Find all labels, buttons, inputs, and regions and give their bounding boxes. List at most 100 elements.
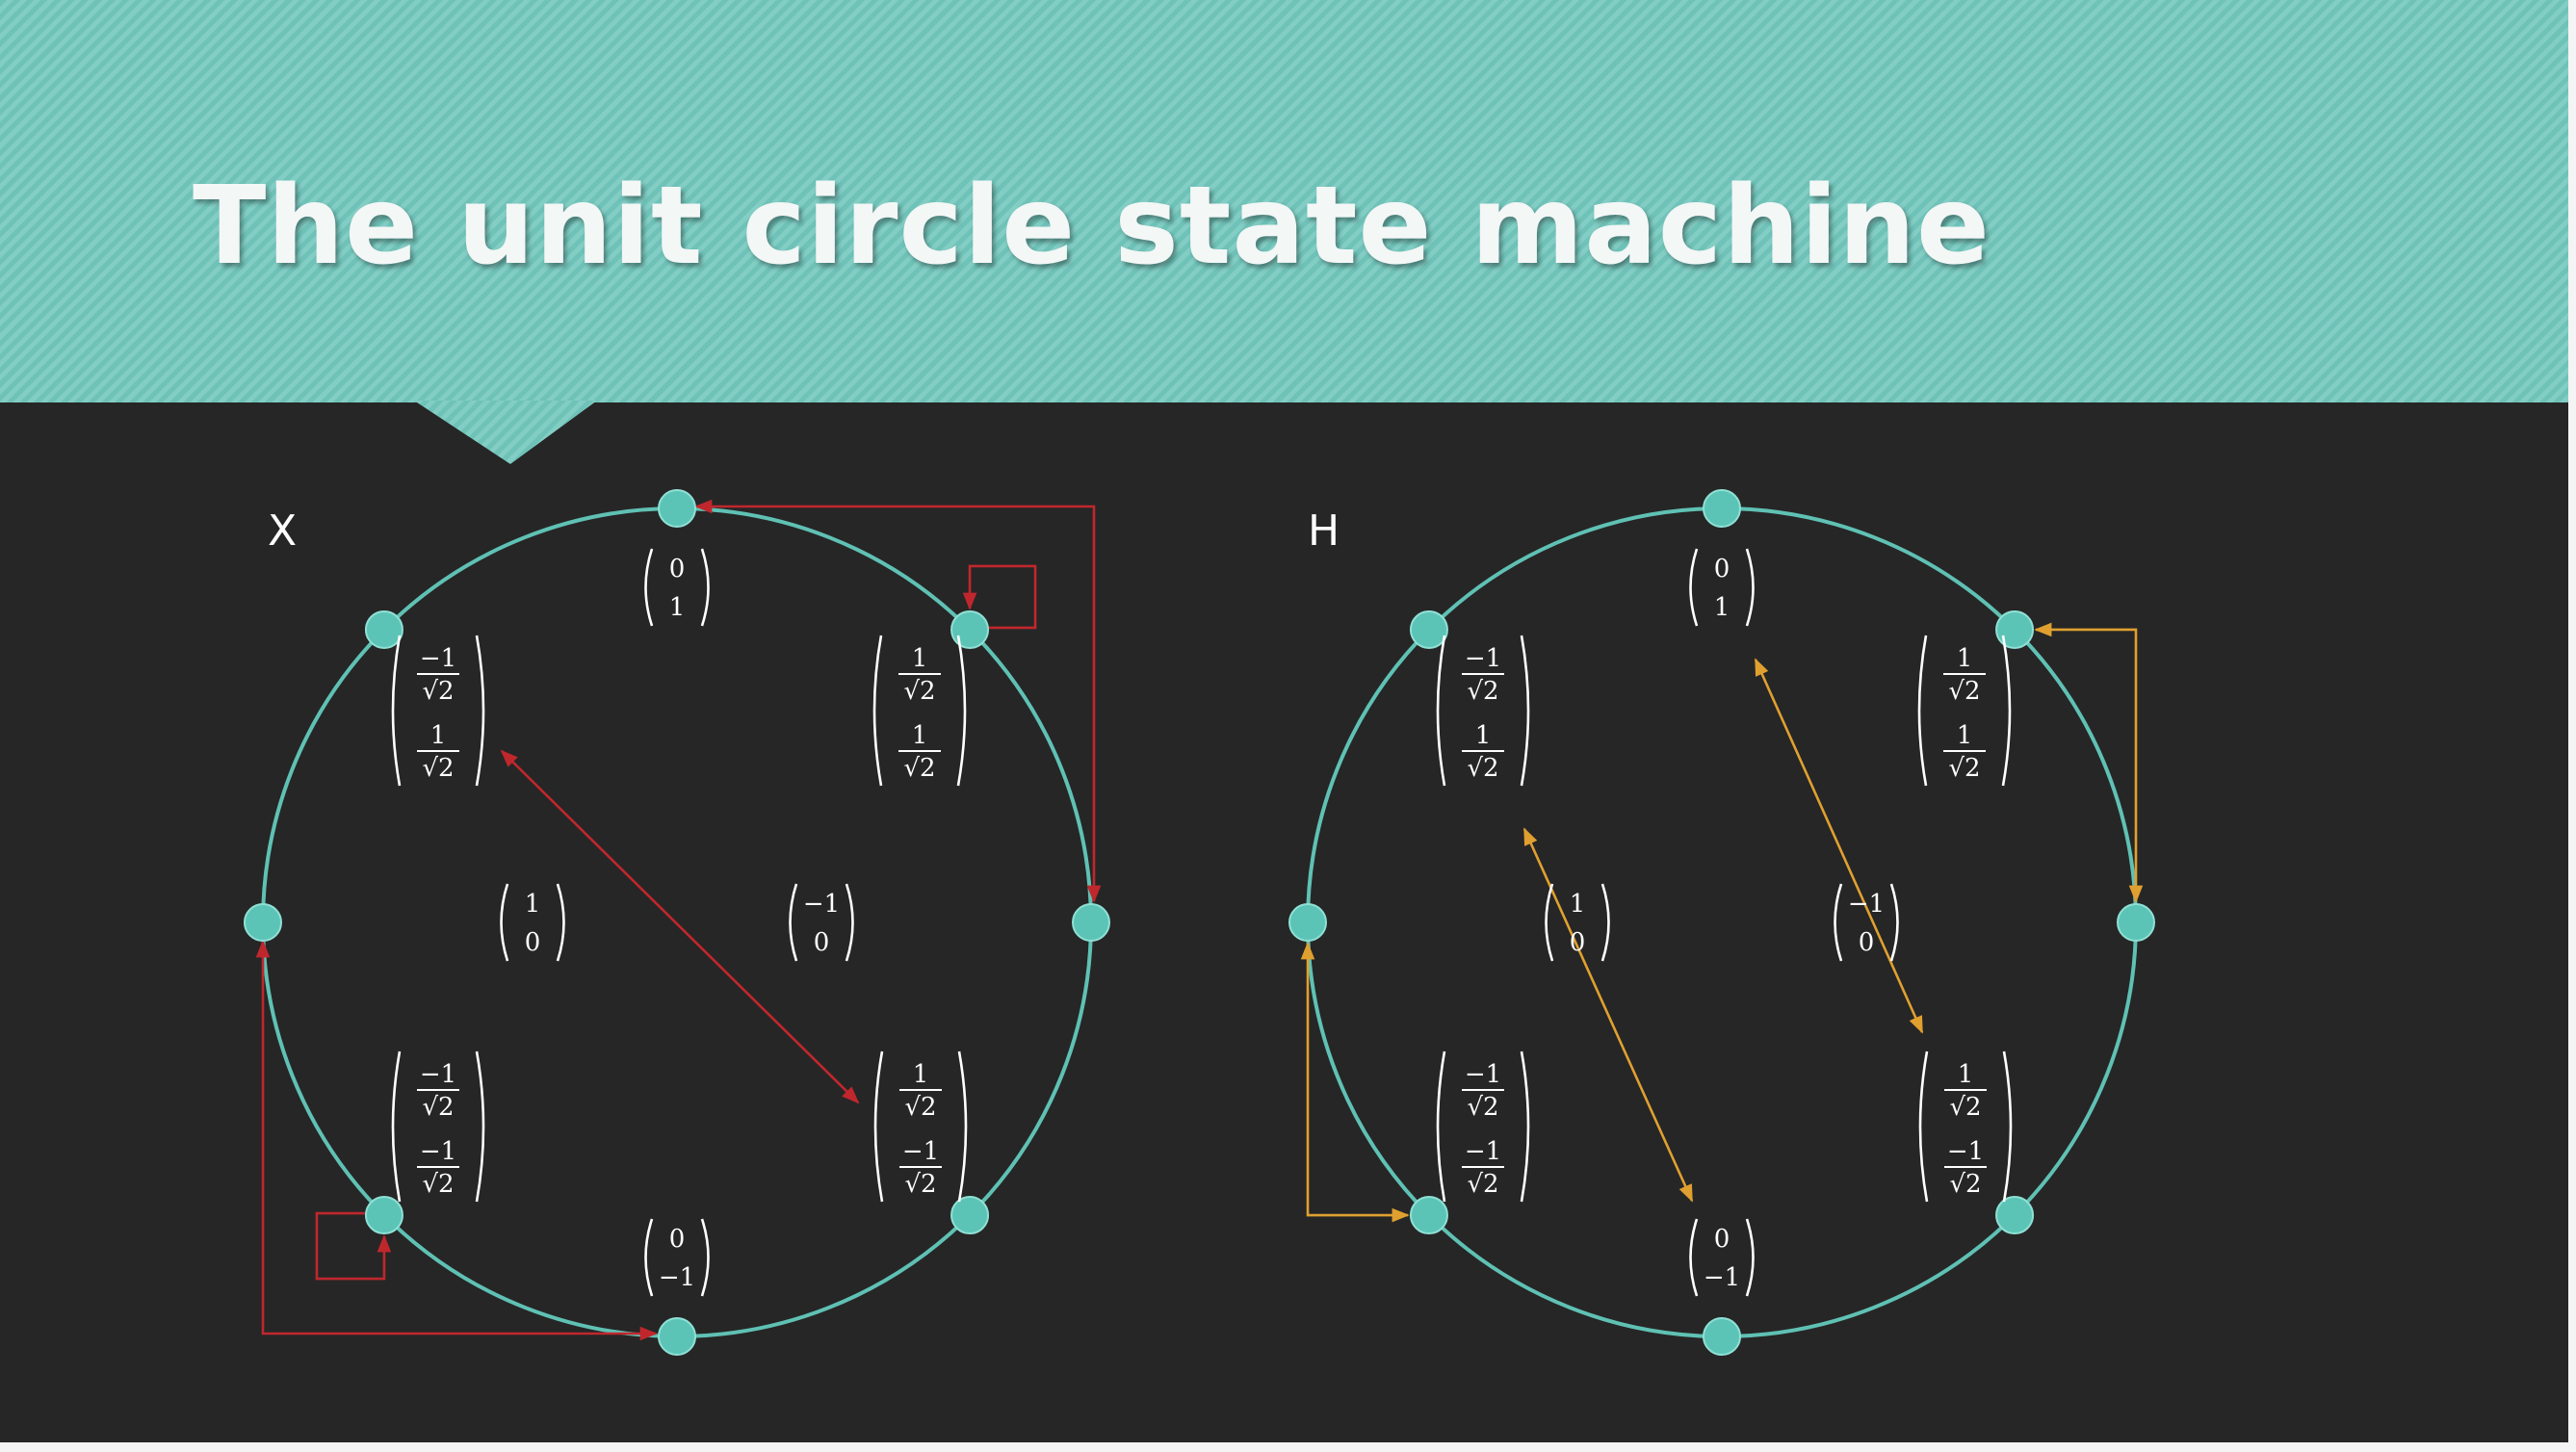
vector-left-paren	[644, 1218, 654, 1297]
state-node	[950, 609, 990, 649]
state-node	[1995, 609, 2035, 649]
state-node	[658, 489, 696, 528]
vector-top-entry: 0	[669, 1225, 686, 1254]
vector-bottom-entry-denominator: √2	[422, 1170, 454, 1199]
vector-right-paren	[1600, 883, 1610, 962]
state-node	[658, 1317, 696, 1356]
vector-bottom-entry: −1	[1704, 1263, 1740, 1292]
vector-left-paren	[1436, 635, 1446, 787]
vector-bottom-entry-denominator: √2	[1948, 754, 1980, 783]
vector-right-paren	[1745, 1218, 1755, 1297]
state-deg45: 1 √2 1 √2	[1917, 609, 2035, 787]
vector-right-paren	[1889, 883, 1899, 962]
vector-bottom-entry: −1	[659, 1263, 695, 1292]
transitions	[255, 499, 1102, 1341]
slide-edge-bottom	[0, 1442, 2576, 1452]
vector-top-entry-numerator: 1	[912, 644, 928, 673]
vector-bottom-entry: 0	[525, 928, 541, 957]
vector-top-entry-denominator: √2	[1949, 1093, 1981, 1122]
state-vector-deg45: 1 √2 1 √2	[872, 635, 967, 787]
state-deg315: 1 √2 −1 √2	[1918, 1050, 2035, 1235]
transition-deg45-to-deg0	[2034, 622, 2144, 903]
vector-bottom-entry-numerator: 1	[1475, 721, 1492, 750]
vector-bottom-entry-denominator: √2	[1467, 754, 1498, 783]
transition-deg45-to-deg45	[962, 564, 1037, 630]
vector-bottom-entry-denominator: √2	[1949, 1170, 1981, 1199]
vector-right-paren	[1520, 635, 1530, 787]
state-node	[1072, 903, 1110, 942]
vector-bottom-entry-denominator: √2	[422, 754, 454, 783]
state-vector-deg45: 1 √2 1 √2	[1917, 635, 2012, 787]
state-vector-deg315: 1 √2 −1 √2	[873, 1050, 968, 1203]
transition-deg225-to-deg225	[315, 1211, 392, 1281]
state-vector-deg135: −1 √2 1 √2	[391, 635, 485, 787]
vector-left-paren	[1834, 883, 1843, 962]
vector-bottom-entry-numerator: −1	[420, 1137, 456, 1166]
state-vector-deg90: 01	[1689, 548, 1755, 627]
state-deg135: −1 √2 1 √2	[364, 609, 485, 787]
transitions	[1300, 622, 2144, 1223]
state-vector-deg270: 0−1	[644, 1218, 710, 1297]
vector-bottom-entry-numerator: −1	[1465, 1137, 1501, 1166]
state-deg225: −1 √2 −1 √2	[1409, 1050, 1530, 1235]
state-vector-deg180: −10	[789, 883, 854, 962]
transition-deg180-to-deg225	[1300, 942, 1410, 1223]
vector-top-entry: 1	[1570, 890, 1586, 919]
vector-top-entry-numerator: 1	[1957, 644, 1973, 673]
state-node	[1703, 489, 1741, 528]
vector-right-paren	[845, 883, 854, 962]
vector-left-paren	[1689, 548, 1699, 627]
state-node	[244, 903, 282, 942]
state-deg45: 1 √2 1 √2	[872, 609, 990, 787]
state-node	[2117, 903, 2155, 942]
title-banner	[0, 0, 2576, 402]
state-node	[1409, 1196, 1448, 1235]
state-vector-deg315: 1 √2 −1 √2	[1918, 1050, 2013, 1203]
vector-right-paren	[1745, 548, 1755, 627]
state-node	[1409, 609, 1448, 649]
transition-deg180-to-deg270	[255, 940, 658, 1341]
vector-top-entry-numerator: 1	[1958, 1060, 1974, 1089]
vector-top-entry-denominator: √2	[1467, 1093, 1498, 1122]
vector-left-paren	[644, 548, 654, 627]
state-deg270: 0−1	[644, 1218, 710, 1356]
vector-top-entry-numerator: −1	[1465, 644, 1501, 673]
state-deg225: −1 √2 −1 √2	[364, 1050, 485, 1235]
panel-label-x: X	[268, 506, 297, 556]
vector-top-entry: 0	[669, 555, 686, 583]
vector-top-entry-numerator: −1	[1465, 1060, 1501, 1089]
vector-left-paren	[1436, 1050, 1446, 1203]
vector-bottom-entry-numerator: −1	[902, 1137, 939, 1166]
vector-left-paren	[789, 883, 798, 962]
vector-bottom-entry-numerator: 1	[912, 721, 928, 750]
vector-left-paren	[1917, 635, 1928, 787]
vector-top-entry: 1	[525, 890, 541, 919]
vector-bottom-entry-denominator: √2	[1467, 1170, 1498, 1199]
slide-title: The unit circle state machine	[193, 164, 1991, 289]
state-deg0: 10	[500, 883, 1110, 962]
vector-top-entry: 0	[1714, 555, 1730, 583]
state-vector-deg180: −10	[1834, 883, 1899, 962]
state-deg135: −1 √2 1 √2	[1409, 609, 1530, 787]
state-vector-deg270: 0−1	[1689, 1218, 1755, 1297]
vector-right-paren	[957, 1050, 968, 1203]
state-deg90: 01	[1689, 489, 1755, 627]
state-node	[1288, 903, 1327, 942]
vector-bottom-entry-numerator: −1	[1947, 1137, 1984, 1166]
vector-right-paren	[2002, 1050, 2013, 1203]
vector-bottom-entry: 0	[814, 928, 830, 957]
vector-top-entry: 0	[1714, 1225, 1730, 1254]
state-node	[364, 609, 403, 649]
vector-left-paren	[1918, 1050, 1929, 1203]
transition-deg90-to-deg315	[1754, 658, 1924, 1034]
vector-top-entry: −1	[1848, 890, 1885, 919]
vector-left-paren	[1545, 883, 1554, 962]
state-vector-deg135: −1 √2 1 √2	[1436, 635, 1530, 787]
vector-bottom-entry-numerator: 1	[1957, 721, 1973, 750]
vector-right-paren	[700, 548, 710, 627]
state-vector-deg0: 10	[500, 883, 565, 962]
state-deg315: 1 √2 −1 √2	[873, 1050, 990, 1235]
transition-deg135-to-deg270	[1522, 827, 1694, 1203]
